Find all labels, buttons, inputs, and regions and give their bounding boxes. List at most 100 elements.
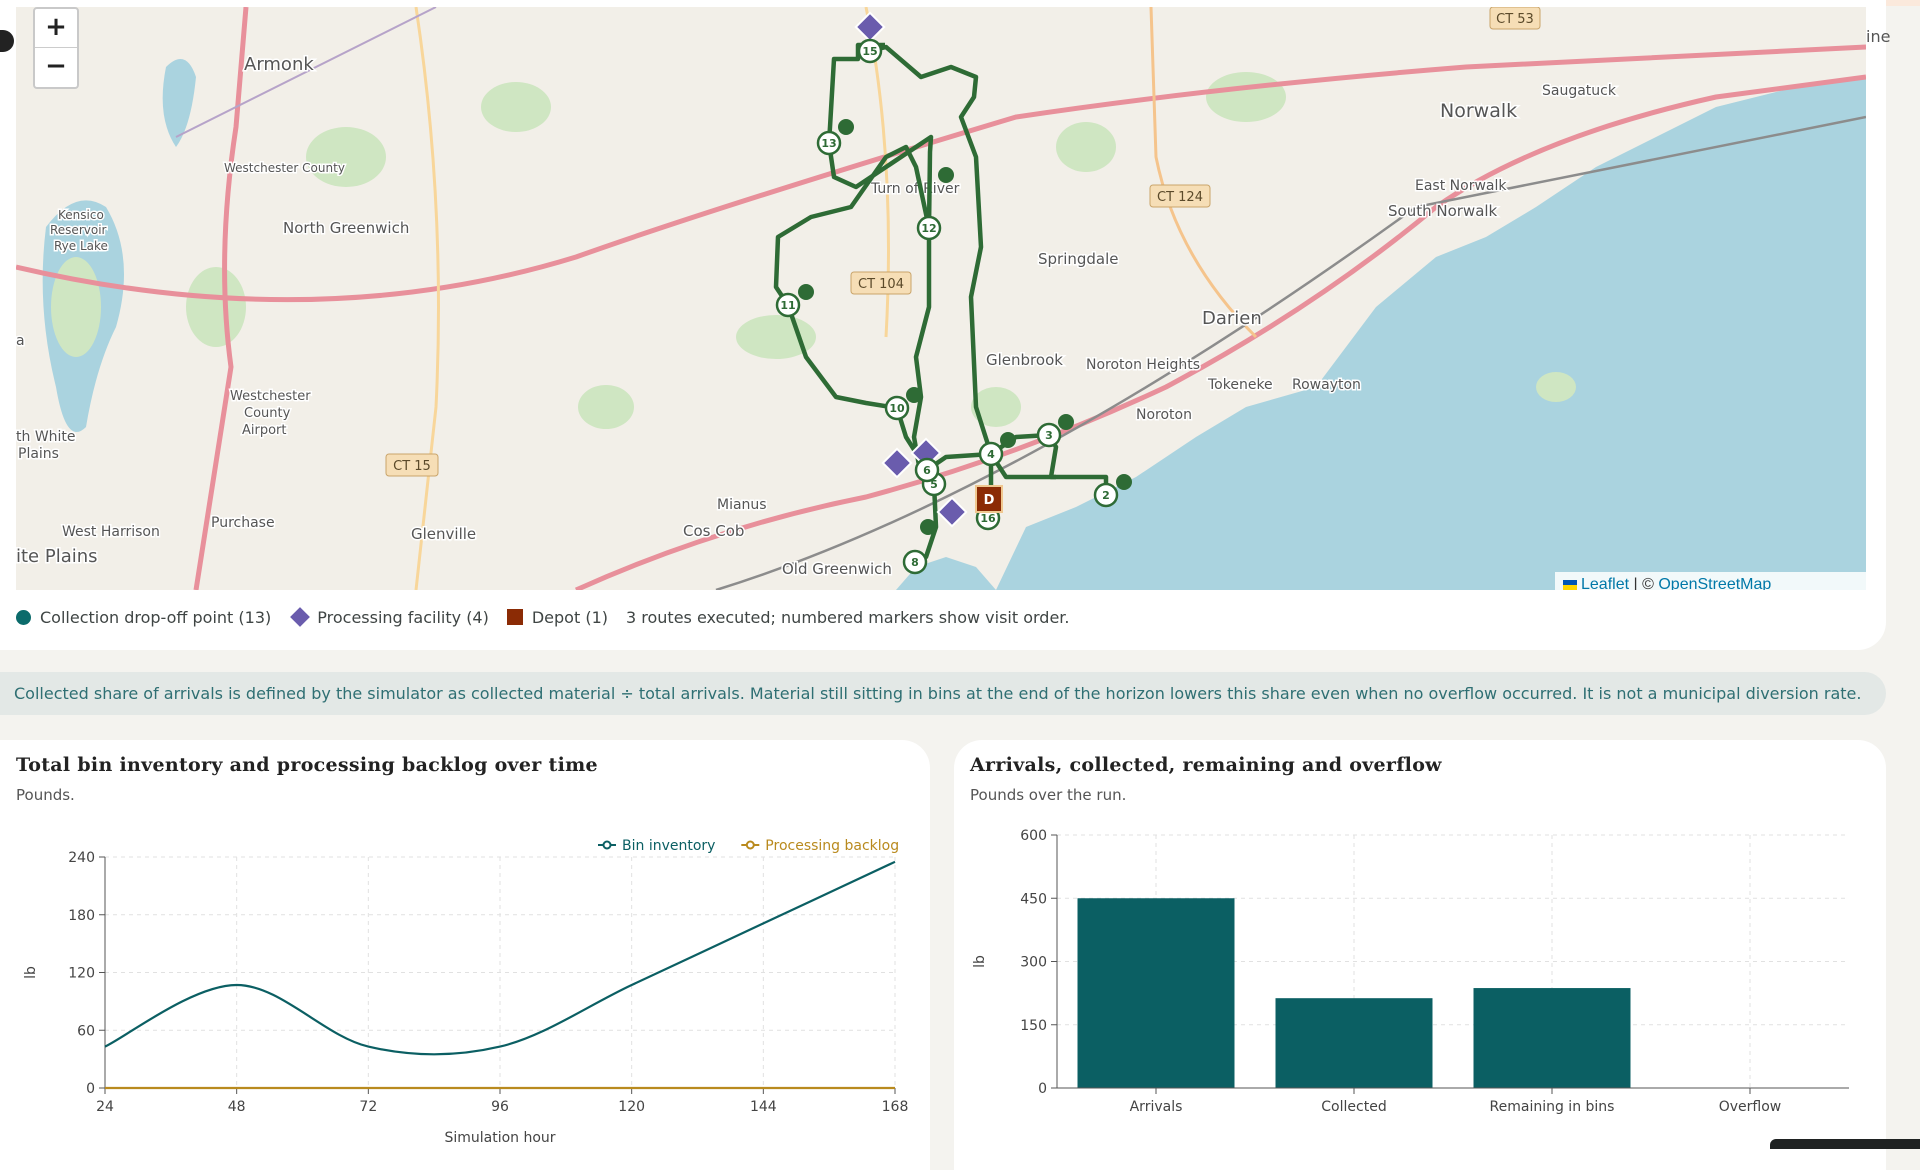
y-tick-label: 300 [1020,955,1047,971]
stop-marker-ring [1036,422,1062,448]
osm-link[interactable]: OpenStreetMap [1658,576,1772,590]
x-tick-label: 96 [491,1099,509,1115]
place-label: Rowayton [1292,377,1361,393]
road-shield: CT 15 [385,453,439,477]
stop-marker: 12 [916,215,942,241]
y-tick-label: 240 [68,850,95,866]
stop-marker: 4 [978,441,1004,467]
harbor-water [896,557,996,590]
routes-note-text: 3 routes executed; numbered markers show… [626,607,1070,627]
y-tick-label: 120 [68,966,95,982]
stop-marker: 8 [902,549,928,575]
x-tick-label: 72 [359,1099,377,1115]
stop-marker: 6 [914,457,940,483]
place-label: County [244,406,291,421]
x-tick-label: 48 [228,1099,246,1115]
legend-routes-note: 3 routes executed; numbered markers show… [626,608,1070,627]
stop-number: 15 [862,45,877,58]
place-label: South Norwalk [1388,202,1498,220]
stop-marker-ring [884,395,910,421]
park-area [481,82,551,132]
place-label: Glenville [411,525,476,543]
stop-marker-ring [902,549,928,575]
place-label: Old Greenwich [782,560,892,578]
flow-chart-subtitle: Pounds over the run. [970,786,1127,804]
depot-marker: D [975,485,1003,513]
place-label: ite Plains [16,546,98,567]
place-label: East Norwalk [1415,178,1507,194]
flow-chart-card: Arrivals, collected, remaining and overf… [954,740,1886,1170]
place-label: Kensico [58,208,104,222]
legend-marker [745,840,755,850]
x-tick-label: 120 [618,1099,645,1115]
zoom-control: + − [33,7,79,89]
road-shield: CT 53 [1489,7,1541,30]
place-label: Saugatuck [1542,83,1617,99]
park-area [1056,122,1116,172]
county-border [175,7,437,138]
place-label: Springdale [1038,250,1119,268]
place-label: Purchase [211,515,275,531]
x-tick-label: Remaining in bins [1490,1099,1615,1115]
road-shield-label: CT 15 [393,459,431,474]
stop-marker: 15 [857,38,883,64]
legend-bin-inventory: Bin inventory [598,838,715,854]
leaflet-link[interactable]: Leaflet [1581,576,1630,590]
road-shield: CT 104 [850,271,912,295]
x-tick-label: 144 [750,1099,777,1115]
stop-number: 4 [987,448,995,461]
drop-off-point [906,387,922,403]
place-label: West Harrison [62,524,160,540]
stop-marker-ring [916,215,942,241]
long-island-sound [996,77,1866,590]
stop-marker-ring [775,292,801,318]
sidebar-handle[interactable] [0,30,14,52]
y-tick-label: 600 [1020,828,1047,844]
stop-marker-ring [816,130,842,156]
road-53 [1149,7,1258,339]
road-shield-label: CT 53 [1496,12,1534,27]
drop-off-point [920,519,936,535]
legend-drop-off-label: Collection drop-off point (13) [40,607,272,627]
bar-remaining-in-bins [1473,988,1631,1088]
place-label: Darien [1202,308,1262,329]
bar-arrivals [1077,898,1235,1088]
park-area [51,257,101,357]
place-label: Armonk [244,54,314,75]
stop-marker: 3 [1036,422,1062,448]
zoom-in-button[interactable]: + [45,12,67,42]
y-tick-label: 180 [68,908,95,924]
place-label: Noroton Heights [1086,357,1200,373]
legend-label: Processing backlog [765,838,899,854]
legend-facility-label: Processing facility (4) [317,607,489,627]
map-canvas[interactable]: Armonk North Greenwich Turn of River Spring… [16,7,1866,590]
place-label: Westchester County [224,161,345,175]
y-tick-label: 150 [1020,1018,1047,1034]
place-label: a [16,333,25,349]
y-tick-label: 0 [86,1081,95,1097]
stop-marker: 13 [816,130,842,156]
x-tick-label: 24 [96,1099,114,1115]
place-label: Westchester [230,389,311,404]
road-shield-box [1489,7,1541,30]
zoom-out-button[interactable]: − [35,47,77,86]
road-shield-box [1149,184,1211,208]
drop-off-point [1058,414,1074,430]
clipped-header-text: ine [1866,27,1891,46]
legend-depot-label: Depot (1) [531,607,608,627]
drop-off-point [798,284,814,300]
road-shield: CT 124 [1149,184,1211,208]
drop-off-point [1000,432,1016,448]
place-label: Reservoir [50,223,107,237]
map-attribution: Leaflet | © OpenStreetMap contributors [1555,572,1866,590]
inventory-chart-title: Total bin inventory and processing backl… [16,754,598,776]
x-tick-label: Arrivals [1130,1099,1183,1115]
map-card: Armonk North Greenwich Turn of River Spring… [0,0,1890,650]
stop-marker-ring [1093,482,1119,508]
route-map[interactable]: Armonk North Greenwich Turn of River Spring… [16,7,1866,590]
y-axis-label: lb [23,966,39,979]
stop-number: 5 [930,478,938,491]
place-label: Plains [18,446,59,462]
place-label: Rye Lake [54,239,108,253]
x-tick-label: Overflow [1719,1099,1782,1115]
